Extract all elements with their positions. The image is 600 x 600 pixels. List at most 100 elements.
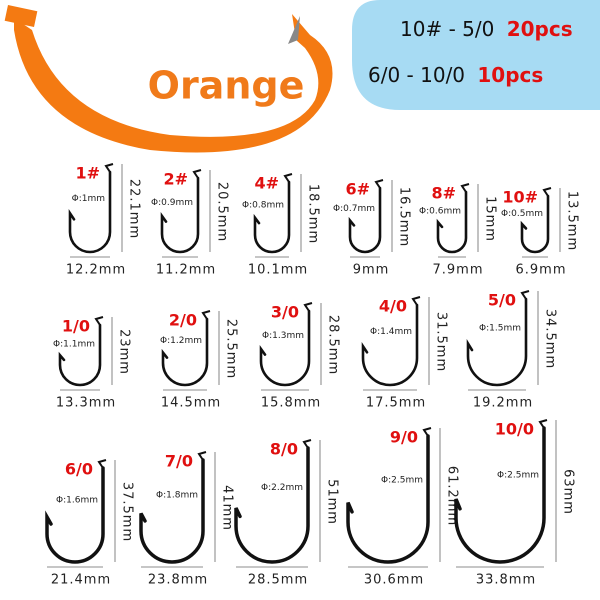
hook-eye	[520, 290, 530, 300]
hook-width: 30.6mm	[364, 573, 424, 588]
hook-shape	[161, 317, 209, 387]
hook-shape	[253, 180, 291, 254]
hook: 4/0 Φ:1.4mm 31.5mm 17.5mm	[361, 296, 449, 411]
hook-height: 18.5mm	[306, 184, 321, 244]
hook-height: 22.1mm	[127, 179, 142, 239]
hook-width: 21.4mm	[51, 573, 111, 588]
hook-shape	[259, 309, 311, 387]
hook-diameter: Φ:1.4mm	[370, 327, 412, 337]
hook-eye	[197, 451, 207, 461]
hook-eye	[303, 302, 313, 312]
hook-width: 15.8mm	[261, 396, 321, 411]
hook: 8# Φ:0.6mm 15mm 7.9mm	[419, 183, 498, 278]
hook-size: 6/0	[65, 460, 93, 479]
quantity-count: 20pcs	[507, 17, 573, 41]
hook-diameter: Φ:2.5mm	[497, 471, 539, 481]
hook-size: 10/0	[495, 420, 534, 439]
hook-height: 37.5mm	[120, 482, 135, 542]
hook-size: 4/0	[379, 297, 407, 316]
hook-height: 25.5mm	[224, 319, 239, 379]
hook-height: 63mm	[561, 469, 576, 515]
hook-size: 4#	[254, 174, 279, 193]
hook-size: 2/0	[169, 311, 197, 330]
hook-size: 10#	[502, 188, 538, 207]
hook-height: 13.5mm	[565, 191, 580, 251]
hook-height: 34.5mm	[543, 309, 558, 369]
orange-hook	[14, 14, 333, 153]
hook-width: 33.8mm	[476, 573, 536, 588]
hook-height: 41mm	[220, 485, 235, 531]
hook-eye	[542, 187, 552, 197]
hook-width: 17.5mm	[366, 396, 426, 411]
hook-eye	[283, 173, 293, 183]
hook-shape	[58, 323, 102, 387]
hook-size: 1#	[75, 164, 100, 183]
hook-diameter: Φ:1.5mm	[479, 323, 521, 333]
hook-grid: 1# Φ:1mm 22.1mm 12.2mm 2# Φ:0.9mm 20.5mm 11.2mm…	[45, 163, 580, 588]
hook: 7/0 Φ:1.8mm 41mm 23.8mm	[139, 451, 235, 588]
hook-width: 23.8mm	[148, 573, 208, 588]
hook-diameter: Φ:1.1mm	[53, 340, 95, 350]
hook-size: 5/0	[488, 291, 516, 310]
hook-point	[288, 16, 300, 44]
hook-shape	[520, 194, 550, 254]
hook-size: 3/0	[271, 303, 299, 322]
hook-height: 23mm	[117, 329, 132, 375]
quantity-range: 6/0 - 10/0	[368, 63, 465, 87]
hook-diameter: Φ:1.6mm	[56, 496, 98, 506]
hook-shape	[68, 170, 112, 254]
quantity-box	[352, 0, 600, 110]
hook-eye	[422, 427, 432, 437]
hook-height: 16.5mm	[397, 187, 412, 247]
hook-width: 19.2mm	[473, 396, 533, 411]
quantity-count: 10pcs	[477, 63, 543, 87]
hook-width: 28.5mm	[248, 573, 308, 588]
hook-diameter: Φ:1mm	[72, 194, 105, 204]
hook-width: 7.9mm	[432, 263, 483, 278]
hook-size: 9/0	[390, 428, 418, 447]
hook-shape	[45, 466, 105, 564]
hook-shape	[348, 186, 382, 254]
hook: 2# Φ:0.9mm 20.5mm 11.2mm	[151, 169, 230, 278]
hook-diameter: Φ:1.3mm	[262, 331, 304, 341]
hook-width: 14.5mm	[161, 396, 221, 411]
hook-width: 11.2mm	[156, 263, 216, 278]
hook-width: 10.1mm	[248, 263, 308, 278]
hook-eye	[201, 310, 211, 320]
hook: 10# Φ:0.5mm 13.5mm 6.9mm	[501, 187, 580, 278]
hook-eye	[104, 163, 114, 173]
hook: 1/0 Φ:1.1mm 23mm 13.3mm	[53, 316, 132, 411]
color-name: Orange	[148, 64, 305, 108]
hook-width: 13.3mm	[56, 396, 116, 411]
hook-eye	[460, 183, 470, 193]
hook-size: 7/0	[165, 452, 193, 471]
hook-height: 28.5mm	[326, 315, 341, 375]
hook: 6# Φ:0.7mm 16.5mm 9mm	[333, 179, 412, 278]
hook-height: 51mm	[325, 479, 340, 525]
hook-width: 6.9mm	[515, 263, 566, 278]
hook-height: 31.5mm	[434, 312, 449, 372]
hook-size: 2#	[163, 170, 188, 189]
quantity-range: 10# - 5/0	[400, 17, 494, 41]
hook: 8/0 Φ:2.2mm 51mm 28.5mm	[234, 439, 340, 588]
hook-eye	[97, 459, 107, 469]
hook-shape	[234, 446, 310, 564]
hook: 2/0 Φ:1.2mm 25.5mm 14.5mm	[160, 310, 239, 411]
hook-shape	[160, 176, 200, 254]
hook-size: 6#	[345, 180, 370, 199]
hook-diameter: Φ:2.2mm	[261, 483, 303, 493]
hook-shape	[436, 190, 468, 254]
hook: 3/0 Φ:1.3mm 28.5mm 15.8mm	[259, 302, 341, 411]
hook-width: 9mm	[353, 263, 390, 278]
hook-diameter: Φ:0.6mm	[419, 207, 461, 217]
hook-diameter: Φ:1.2mm	[160, 336, 202, 346]
hook-eye	[302, 439, 312, 449]
hook: 10/0 Φ:2.5mm 63mm 33.8mm	[454, 419, 576, 588]
hook-diameter: Φ:1.8mm	[156, 491, 198, 501]
quantity-line: 10# - 5/0 20pcs	[400, 17, 573, 41]
hook-shape	[361, 303, 419, 387]
hook-size: 8/0	[270, 440, 298, 459]
hook-eye	[411, 296, 421, 306]
hook-shape	[466, 297, 528, 387]
